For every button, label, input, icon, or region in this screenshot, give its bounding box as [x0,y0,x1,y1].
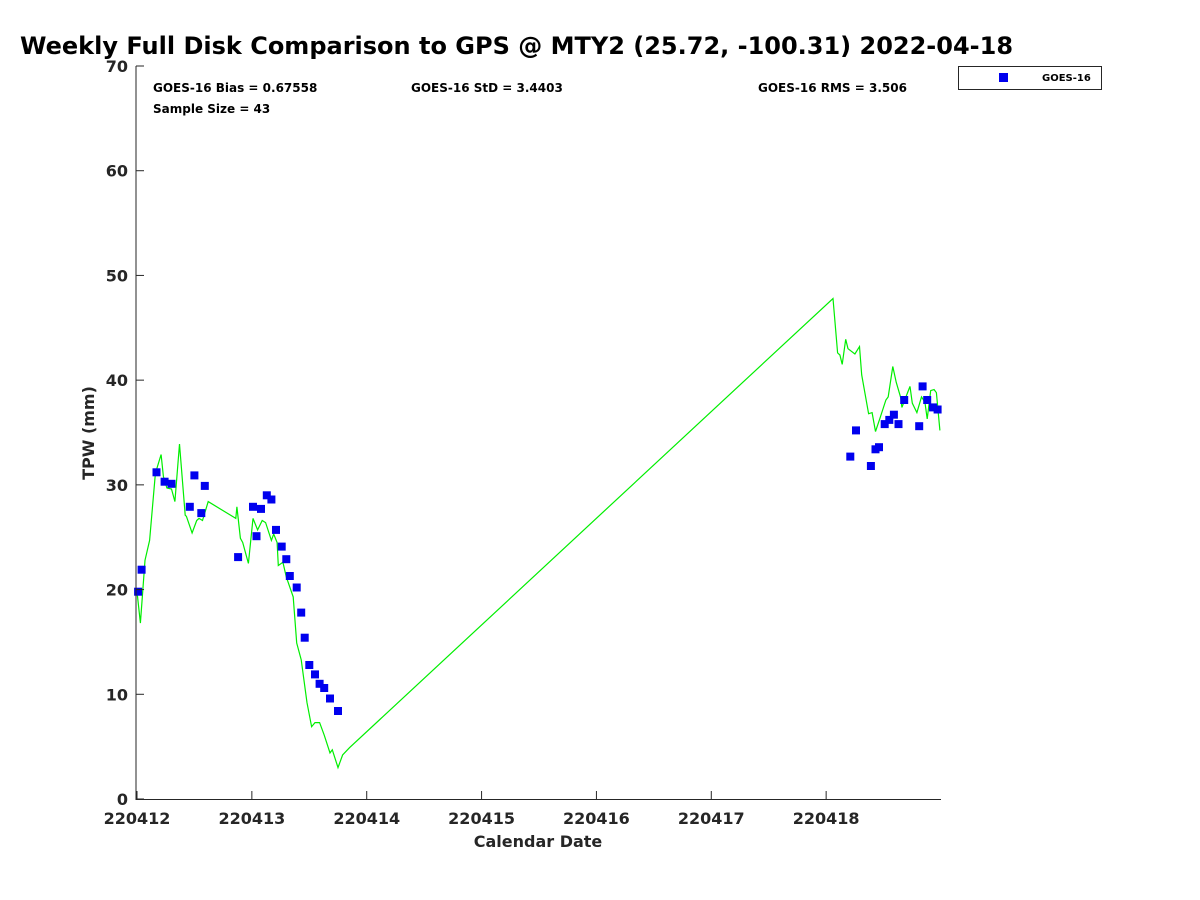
goes16-data-point [137,565,146,574]
chart-title: Weekly Full Disk Comparison to GPS @ MTY… [20,32,1013,60]
x-axis-label: Calendar Date [474,832,603,851]
goes16-data-point [190,471,199,480]
rms-annotation: GOES-16 RMS = 3.506 [758,81,907,95]
goes16-data-point [282,555,291,564]
legend-label-goes16: GOES-16 [1042,73,1091,84]
goes16-data-point [257,504,265,513]
x-tick-label: 220417 [678,809,745,828]
goes16-data-point [134,587,143,596]
goes16-data-point [889,410,898,419]
goes16-data-point [300,633,309,642]
y-tick-label: 50 [106,266,128,285]
goes16-data-point [320,684,329,692]
sample-size-annotation: Sample Size = 43 [153,102,270,116]
goes16-data-point [326,694,334,703]
goes16-data-point [200,481,209,490]
goes16-data-point [292,583,301,592]
goes16-data-point [900,396,909,404]
y-tick-label: 40 [106,371,128,390]
goes16-data-point [929,403,937,412]
goes16-data-point [249,502,257,511]
bias-annotation: GOES-16 Bias = 0.67558 [153,81,317,95]
gps-series-line [136,297,941,770]
goes16-data-point [880,420,889,429]
x-tick-label: 220416 [563,809,630,828]
x-tick-label: 220414 [333,809,400,828]
goes16-data-point [262,491,271,500]
goes16-data-point [894,420,903,429]
goes16-data-point [311,670,319,679]
legend-marker-goes16 [999,73,1008,82]
x-tick-label: 220418 [793,809,860,828]
goes16-data-point [315,679,324,688]
std-annotation: GOES-16 StD = 3.4403 [411,81,563,95]
x-tick-label: 220413 [218,809,285,828]
goes16-data-point [297,608,306,617]
goes16-data-point [185,502,194,511]
goes16-data-point [277,542,286,551]
goes16-data-point [267,495,276,504]
goes16-data-point [923,396,932,404]
goes16-data-point [167,479,176,488]
goes16-data-point [915,422,924,431]
legend-box [958,66,1102,90]
x-tick-label: 220415 [448,809,515,828]
goes16-data-point [285,572,294,580]
goes16-data-point [272,525,280,534]
goes16-data-point [846,452,855,461]
y-tick-label: 20 [106,581,128,600]
goes16-data-point [885,415,894,424]
goes16-data-point [160,477,169,486]
goes16-data-point [866,462,875,470]
goes16-data-point [152,468,161,477]
y-tick-label: 70 [106,57,128,76]
goes16-data-point [334,707,342,715]
y-tick-label: 0 [117,790,128,809]
axes [135,66,941,800]
y-tick-label: 10 [106,685,128,704]
y-axis-label: TPW (mm) [79,386,98,480]
y-tick-label: 60 [106,162,128,181]
legend: GOES-16 [958,66,1102,90]
goes16-data-point [234,553,243,562]
goes16-data-point [197,509,206,518]
goes16-data-point [918,382,927,391]
x-tick-label: 220412 [104,809,171,828]
y-tick-label: 30 [106,476,128,495]
plot-area [134,297,942,770]
goes16-data-point [852,426,860,435]
goes16-data-point [305,661,314,669]
goes16-data-point [933,405,942,414]
goes16-data-point [875,443,883,452]
ticks: 0 10 20 30 40 50 60 70 220412 220413 220414 220415 2… [104,57,860,828]
goes16-data-point [252,532,261,541]
